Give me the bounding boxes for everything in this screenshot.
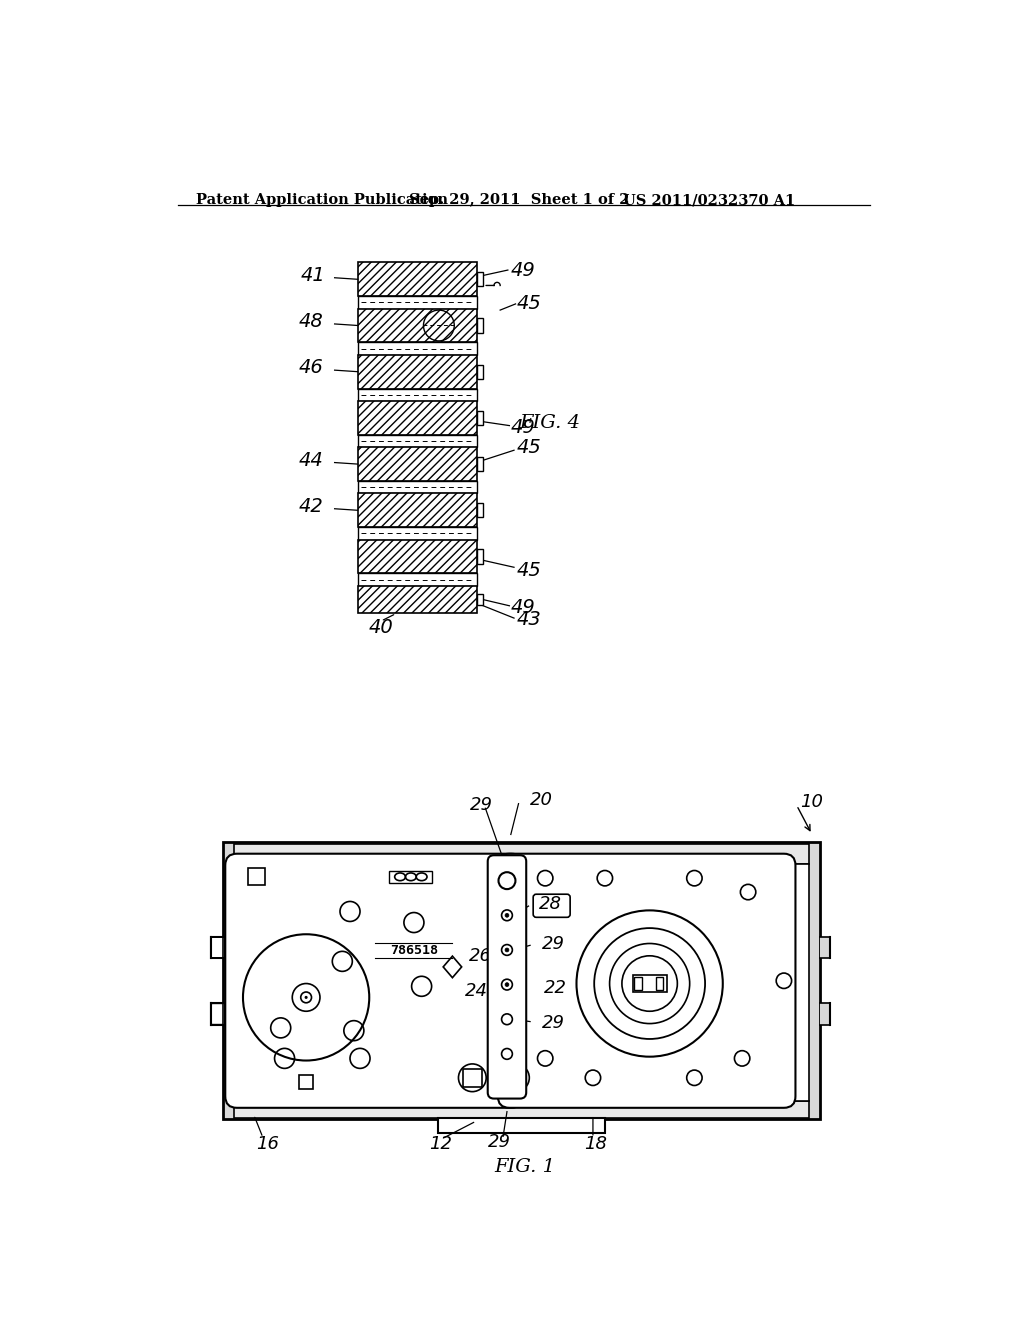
FancyBboxPatch shape <box>487 855 526 1098</box>
Bar <box>819 937 830 958</box>
Bar <box>438 1118 605 1133</box>
Text: US 2011/0232370 A1: US 2011/0232370 A1 <box>624 193 796 207</box>
Bar <box>211 937 224 958</box>
Bar <box>477 457 483 471</box>
Bar <box>357 434 477 447</box>
Bar <box>233 843 809 863</box>
Circle shape <box>304 995 307 999</box>
Text: FIG. 1: FIG. 1 <box>495 1158 555 1176</box>
Text: 12: 12 <box>429 1135 453 1152</box>
Bar <box>357 527 477 540</box>
Text: 43: 43 <box>517 610 542 630</box>
Text: 22: 22 <box>544 979 567 998</box>
FancyBboxPatch shape <box>225 854 523 1107</box>
Bar <box>477 272 483 286</box>
Bar <box>477 549 483 564</box>
Text: 29: 29 <box>542 1014 564 1032</box>
Bar <box>357 388 477 401</box>
Bar <box>357 296 477 309</box>
Bar <box>357 355 477 388</box>
Bar <box>357 263 477 296</box>
Bar <box>477 594 483 606</box>
Text: 45: 45 <box>517 294 542 313</box>
Bar <box>463 1069 481 1088</box>
Text: 24: 24 <box>465 982 487 999</box>
Text: 26: 26 <box>468 948 492 965</box>
Circle shape <box>505 913 509 917</box>
Bar <box>477 503 483 517</box>
Text: 28: 28 <box>540 895 562 912</box>
Text: 16: 16 <box>256 1135 280 1152</box>
Bar <box>212 939 223 957</box>
Circle shape <box>505 948 509 952</box>
Bar <box>819 1003 830 1024</box>
Bar <box>357 494 477 527</box>
Text: 49: 49 <box>511 417 536 437</box>
Bar <box>357 401 477 434</box>
Bar <box>223 842 819 1119</box>
Bar <box>357 540 477 573</box>
Bar <box>357 480 477 494</box>
Bar <box>248 867 264 884</box>
Bar <box>477 364 483 379</box>
Text: 18: 18 <box>585 1135 607 1152</box>
Bar <box>357 447 477 480</box>
Bar <box>477 318 483 333</box>
Text: 29: 29 <box>542 935 564 953</box>
Bar <box>357 342 477 355</box>
Bar <box>506 1069 524 1088</box>
Text: 44: 44 <box>299 450 324 470</box>
Bar <box>233 863 809 1101</box>
FancyBboxPatch shape <box>498 854 796 1107</box>
Circle shape <box>505 982 509 986</box>
Text: FIG. 4: FIG. 4 <box>519 413 581 432</box>
Text: Sep. 29, 2011  Sheet 1 of 2: Sep. 29, 2011 Sheet 1 of 2 <box>410 193 630 207</box>
Text: 46: 46 <box>299 358 324 378</box>
Text: Patent Application Publication: Patent Application Publication <box>196 193 449 207</box>
Text: 42: 42 <box>299 496 324 516</box>
Text: 49: 49 <box>511 260 536 280</box>
Bar <box>477 411 483 425</box>
Text: 41: 41 <box>301 265 326 285</box>
Text: 10: 10 <box>801 793 823 810</box>
Bar <box>299 1074 313 1089</box>
Text: 786518: 786518 <box>390 944 438 957</box>
FancyBboxPatch shape <box>534 894 570 917</box>
Bar <box>211 1003 224 1024</box>
Text: 45: 45 <box>517 438 542 457</box>
Bar <box>357 586 477 614</box>
Bar <box>633 975 667 993</box>
Text: 48: 48 <box>299 312 324 331</box>
Bar <box>357 309 477 342</box>
Bar <box>357 573 477 586</box>
Bar <box>389 871 432 883</box>
Text: 49: 49 <box>511 598 536 616</box>
Bar <box>233 1101 809 1118</box>
Text: 40: 40 <box>369 618 393 636</box>
Bar <box>634 977 642 990</box>
Text: 45: 45 <box>517 561 542 579</box>
Bar <box>655 977 664 990</box>
Text: 20: 20 <box>530 791 553 809</box>
Bar <box>212 1005 223 1023</box>
Text: 29: 29 <box>470 796 493 814</box>
Text: 29: 29 <box>487 1134 511 1151</box>
